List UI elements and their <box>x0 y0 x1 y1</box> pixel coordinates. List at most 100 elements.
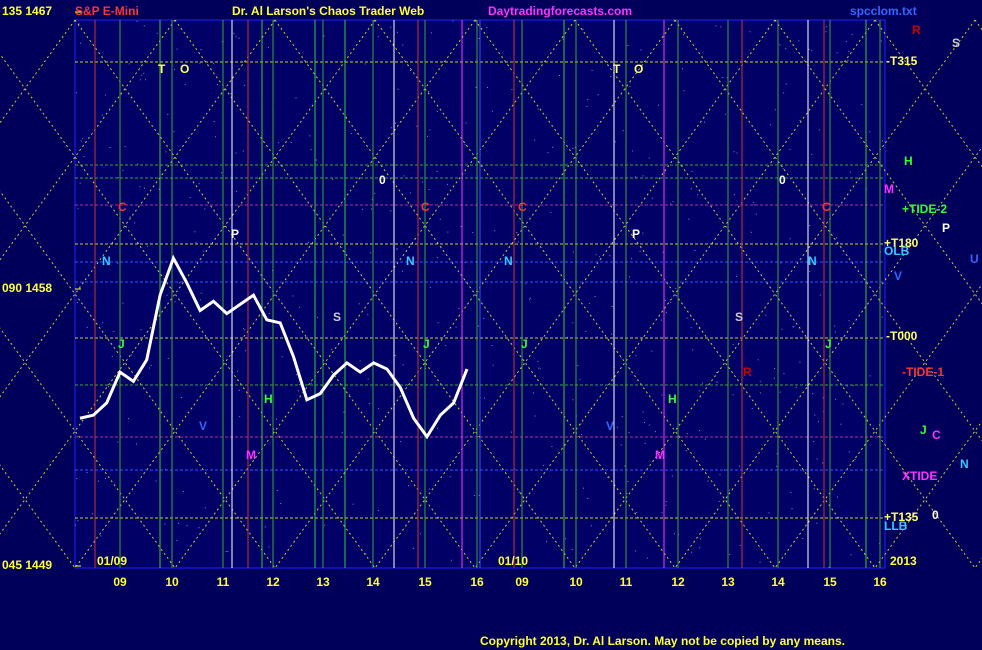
star <box>759 380 761 382</box>
star <box>377 510 379 512</box>
date-label: 01/10 <box>498 554 528 568</box>
star <box>848 50 850 52</box>
star <box>616 426 618 428</box>
star <box>783 372 785 374</box>
star <box>295 97 297 99</box>
diagonal <box>174 19 576 569</box>
star <box>79 182 81 184</box>
x-tick-label: 11 <box>620 575 633 589</box>
star <box>164 523 166 525</box>
x-tick-label: 09 <box>515 575 529 589</box>
star <box>701 382 703 384</box>
star <box>145 79 147 81</box>
star <box>427 91 429 93</box>
star <box>149 367 151 369</box>
star <box>537 108 539 110</box>
star <box>97 480 99 482</box>
star <box>739 544 741 546</box>
star <box>264 526 266 528</box>
star <box>428 488 430 490</box>
star <box>826 26 828 28</box>
star <box>113 331 115 333</box>
star <box>198 183 200 185</box>
star <box>233 32 235 34</box>
star <box>244 84 246 86</box>
star <box>690 188 692 190</box>
star <box>178 522 180 524</box>
annotation: C <box>118 200 127 214</box>
x-tick-label: 15 <box>823 575 837 589</box>
star <box>182 491 184 493</box>
annotation: V <box>894 269 902 283</box>
star <box>439 218 441 220</box>
annotation: T <box>158 62 166 76</box>
star <box>635 550 637 552</box>
star <box>367 378 369 380</box>
star <box>818 129 820 131</box>
star <box>409 70 411 72</box>
star <box>698 328 700 330</box>
annotation: V <box>199 419 207 433</box>
star <box>76 478 78 480</box>
star <box>799 119 801 121</box>
star <box>683 90 685 92</box>
star <box>203 250 205 252</box>
star <box>452 20 454 22</box>
star <box>782 168 784 170</box>
star <box>76 92 78 94</box>
annotation: N <box>406 254 415 268</box>
star <box>195 242 197 244</box>
star <box>757 359 759 361</box>
star <box>408 485 410 487</box>
star <box>577 364 579 366</box>
star <box>716 381 718 383</box>
star <box>651 197 653 199</box>
star <box>785 48 787 50</box>
star <box>402 44 404 46</box>
star <box>518 491 520 493</box>
star <box>483 317 485 319</box>
diagonal <box>0 190 276 569</box>
star <box>146 245 148 247</box>
star <box>309 135 311 137</box>
star <box>840 423 842 425</box>
star <box>781 328 783 330</box>
diagonal <box>0 464 76 569</box>
star <box>537 361 539 363</box>
star <box>317 316 319 318</box>
star <box>436 256 438 258</box>
star <box>516 232 518 234</box>
annotation: S <box>735 310 743 324</box>
y-tick-label: 090 1458 <box>2 281 52 295</box>
file-name: spcclom.txt <box>850 4 917 18</box>
annotation: 0 <box>779 173 786 187</box>
star <box>276 489 278 491</box>
star <box>661 512 663 514</box>
star <box>759 392 761 394</box>
x-tick-label: 11 <box>217 575 230 589</box>
star <box>200 292 202 294</box>
star <box>572 251 574 253</box>
star <box>213 121 215 123</box>
star <box>811 153 813 155</box>
star <box>106 264 108 266</box>
star <box>299 384 301 386</box>
star <box>213 62 215 64</box>
star <box>486 27 488 29</box>
annotation: M <box>246 448 256 462</box>
annotation: V <box>606 419 614 433</box>
star <box>609 255 611 257</box>
star <box>780 262 782 264</box>
star <box>492 364 494 366</box>
star <box>166 294 168 296</box>
annotation: P <box>632 227 640 241</box>
star <box>554 242 556 244</box>
star <box>688 218 690 220</box>
diagonal <box>374 19 776 569</box>
star <box>648 157 650 159</box>
star <box>395 122 397 124</box>
star <box>816 458 818 460</box>
star <box>582 28 584 30</box>
star <box>365 553 367 555</box>
